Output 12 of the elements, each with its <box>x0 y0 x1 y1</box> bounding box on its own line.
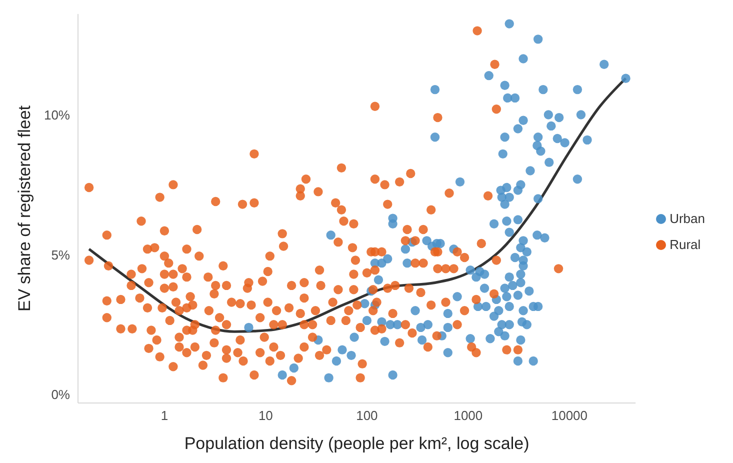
y-axis-title: EV share of registered fleet <box>15 105 34 312</box>
y-tick-label: 10% <box>44 107 70 122</box>
x-tick-label: 1000 <box>454 408 483 424</box>
x-tick-label: 1 <box>160 408 168 424</box>
x-tick-label: 100 <box>356 408 378 424</box>
x-tick-label: 10 <box>258 408 273 424</box>
legend-label: Rural <box>670 236 701 252</box>
legend-label: Urban <box>670 210 705 226</box>
y-tick-label: 0% <box>51 387 70 402</box>
y-tick-label: 5% <box>51 247 70 262</box>
x-axis-title: Population density (people per km², log scale) <box>184 434 530 454</box>
x-tick-label: 10000 <box>551 408 588 424</box>
